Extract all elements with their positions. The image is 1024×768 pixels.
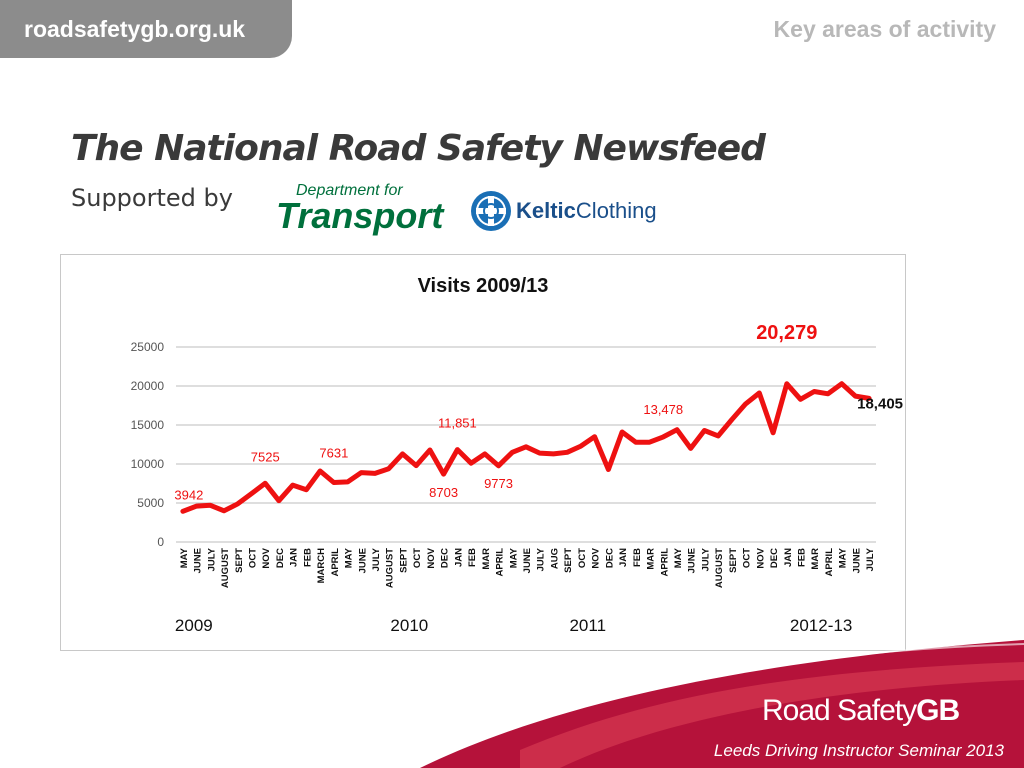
y-tick-label: 0 xyxy=(157,535,164,549)
x-tick-label: DEC xyxy=(440,548,451,568)
x-tick-label: AUGUST xyxy=(220,548,231,588)
y-tick-label: 25000 xyxy=(131,340,165,354)
x-tick-label: JAN xyxy=(618,548,629,567)
year-label: 2011 xyxy=(569,616,606,635)
x-tick-label: OCT xyxy=(247,548,258,568)
y-tick-label: 15000 xyxy=(131,418,165,432)
data-label: 13,478 xyxy=(643,402,683,417)
x-tick-label: OCT xyxy=(742,548,753,568)
x-tick-label: MAR xyxy=(646,548,657,570)
x-tick-label: AUGUST xyxy=(714,548,725,588)
x-tick-label: JUNE xyxy=(851,548,862,573)
x-tick-label: JUNE xyxy=(193,548,204,573)
x-tick-label: FEB xyxy=(632,548,643,567)
x-tick-label: FEB xyxy=(467,548,478,567)
x-tick-label: SEPT xyxy=(563,548,574,573)
x-tick-label: OCT xyxy=(577,548,588,568)
x-tick-label: JAN xyxy=(289,548,300,567)
x-tick-label: NOV xyxy=(426,547,437,568)
data-label: 9773 xyxy=(484,476,513,491)
y-tick-label: 20000 xyxy=(131,379,165,393)
x-tick-label: JULY xyxy=(865,547,876,571)
x-tick-label: FEB xyxy=(302,548,313,567)
x-tick-label: JULY xyxy=(371,547,382,571)
x-tick-label: MAY xyxy=(838,547,849,568)
x-tick-label: SEPT xyxy=(728,548,739,573)
x-tick-label: FEB xyxy=(797,548,808,567)
x-tick-label: JUNE xyxy=(522,548,533,573)
year-label: 2009 xyxy=(175,616,213,635)
x-tick-label: APRIL xyxy=(659,548,670,577)
x-tick-label: MAR xyxy=(810,548,821,570)
data-label: 7631 xyxy=(319,445,348,460)
chart-title: Visits 2009/13 xyxy=(418,275,549,297)
x-tick-label: APRIL xyxy=(824,548,835,577)
x-tick-label: JAN xyxy=(783,548,794,567)
x-tick-label: DEC xyxy=(769,548,780,568)
x-tick-label: DEC xyxy=(275,548,286,568)
x-tick-label: MAY xyxy=(673,547,684,568)
x-tick-label: SEPT xyxy=(398,548,409,573)
y-tick-label: 10000 xyxy=(131,457,165,471)
x-tick-label: JULY xyxy=(700,547,711,571)
data-label: 3942 xyxy=(174,487,203,502)
footer-caption: Leeds Driving Instructor Seminar 2013 xyxy=(713,741,1004,760)
footer-swoosh xyxy=(420,640,1024,768)
visits-line-chart: Visits 2009/13 0 5000 10000 15000 20000 25000 M… xyxy=(131,275,903,635)
page-title: The National Road Safety Newsfeed xyxy=(71,128,766,169)
x-tick-label: MAY xyxy=(344,547,355,568)
data-label: 20,279 xyxy=(756,322,817,344)
x-tick-label: JUNE xyxy=(357,548,368,573)
dft-logo-line2: Transport xyxy=(276,195,444,236)
year-label: 2012-13 xyxy=(790,616,852,635)
supported-by-label: Supported by xyxy=(71,184,233,212)
x-tick-label: AUG xyxy=(549,548,560,569)
x-tick-label: AUGUST xyxy=(385,548,396,588)
x-tick-label: NOV xyxy=(755,547,766,568)
y-tick-label: 5000 xyxy=(137,496,164,510)
x-tick-label: JAN xyxy=(453,548,464,567)
x-tick-label: JULY xyxy=(206,547,217,571)
x-tick-label: DEC xyxy=(604,548,615,568)
year-label: 2010 xyxy=(390,616,428,635)
keltic-clothing-wordmark: KelticClothing xyxy=(516,198,657,223)
x-tick-label: NOV xyxy=(591,547,602,568)
celtic-cross-icon xyxy=(471,191,511,231)
data-label: 8703 xyxy=(429,485,458,500)
x-tick-label: MAY xyxy=(179,547,190,568)
section-label: Key areas of activity xyxy=(773,16,996,42)
dft-logo-line1: Department for xyxy=(296,182,403,199)
x-tick-label: APRIL xyxy=(330,548,341,577)
x-tick-label: MAR xyxy=(481,548,492,570)
data-label: 11,851 xyxy=(438,416,477,431)
dft-logo: Department for Transport xyxy=(276,182,443,234)
x-tick-label: OCT xyxy=(412,548,423,568)
x-tick-label: JULY xyxy=(536,547,547,571)
x-tick-label: SEPT xyxy=(234,548,245,573)
x-tick-label: APRIL xyxy=(495,548,506,577)
road-safety-gb-logo: Road SafetyGB xyxy=(762,694,960,727)
data-label: 7525 xyxy=(251,449,280,464)
x-tick-label: NOV xyxy=(261,547,272,568)
x-tick-label: MARCH xyxy=(316,548,327,583)
x-tick-label: JUNE xyxy=(687,548,698,573)
keltic-clothing-logo: KelticClothing xyxy=(470,190,657,232)
site-name-tab: roadsafetygb.org.uk xyxy=(0,0,292,58)
x-tick-label: MAY xyxy=(508,547,519,568)
data-label: 18,405 xyxy=(857,395,903,412)
visits-series-line xyxy=(180,381,872,514)
visits-chart: Visits 2009/13 0 5000 10000 15000 20000 25000 M… xyxy=(60,254,906,651)
